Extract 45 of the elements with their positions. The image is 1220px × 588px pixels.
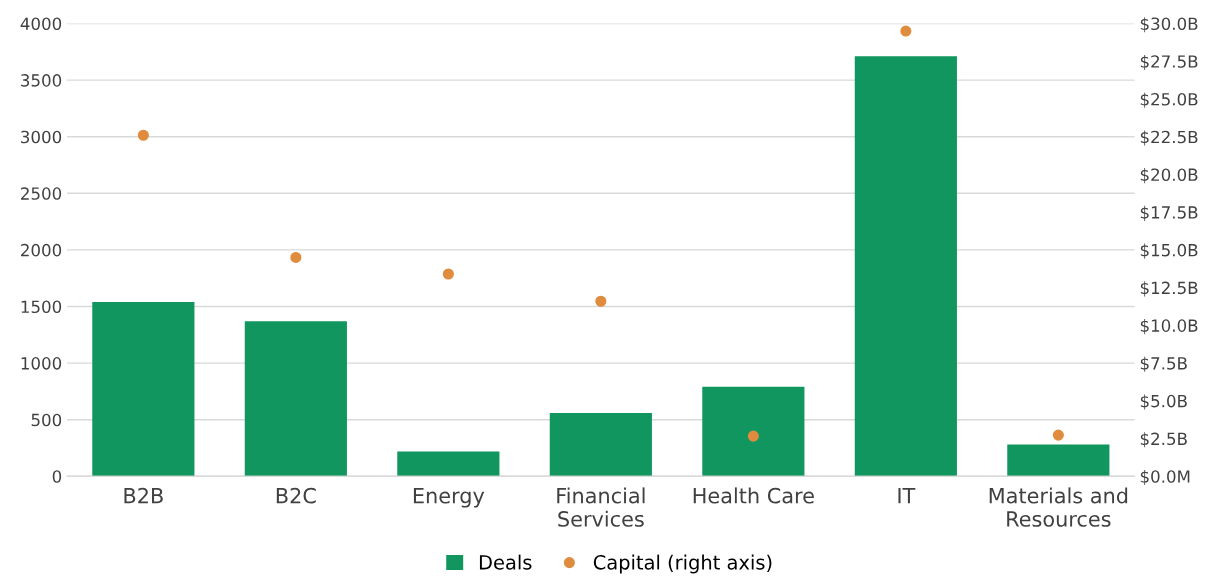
y2-tick-label: $0.0M bbox=[1140, 469, 1190, 486]
y2-tick-label: $17.5B bbox=[1140, 205, 1198, 221]
y-tick-label: 3500 bbox=[21, 74, 62, 87]
bar bbox=[244, 321, 347, 477]
x-tick-label: Energy bbox=[413, 488, 485, 508]
legend-label: Deals bbox=[479, 554, 532, 570]
x-tick-label: Materials and Resources bbox=[989, 487, 1128, 527]
y2-tick-label: $12.5B bbox=[1140, 281, 1198, 297]
x-tick-label: Financial Services bbox=[557, 487, 645, 527]
point bbox=[290, 251, 302, 264]
y-tick-label: 500 bbox=[31, 413, 62, 427]
bar bbox=[397, 451, 500, 477]
bar bbox=[854, 56, 957, 477]
y2-tick-label: $27.5B bbox=[1140, 54, 1198, 71]
y2-tick-label: $10.0B bbox=[1140, 319, 1198, 335]
y2-tick-label: $7.5B bbox=[1140, 356, 1187, 372]
point bbox=[595, 295, 607, 307]
x-tick-label: Health Care bbox=[693, 487, 814, 504]
point bbox=[1052, 429, 1064, 441]
y-tick-label: 4000 bbox=[20, 17, 62, 31]
bar bbox=[549, 412, 652, 477]
x-tick-label: B2C bbox=[276, 487, 316, 504]
point bbox=[747, 430, 759, 442]
y2-tick-label: $15.0B bbox=[1140, 243, 1198, 259]
y2-tick-label: $5.0B bbox=[1140, 394, 1187, 410]
y-tick-label: 2000 bbox=[21, 243, 62, 257]
y-tick-label: 1000 bbox=[21, 357, 62, 370]
x-tick-label: B2B bbox=[124, 487, 163, 504]
bar bbox=[1007, 444, 1110, 477]
point bbox=[442, 268, 454, 280]
point bbox=[137, 129, 149, 141]
bar bbox=[92, 301, 195, 477]
y-tick-label: 1500 bbox=[21, 300, 62, 314]
y-tick-label: 3000 bbox=[21, 130, 62, 144]
y-tick-label: 0 bbox=[52, 470, 62, 483]
y-tick-label: 2500 bbox=[21, 187, 62, 200]
y2-tick-label: $22.5B bbox=[1140, 130, 1198, 146]
y2-tick-label: $30.0B bbox=[1140, 17, 1198, 33]
y2-tick-label: $2.5B bbox=[1140, 432, 1187, 448]
bar bbox=[702, 386, 805, 477]
legend-label: Capital (right axis) bbox=[593, 554, 772, 574]
x-tick-label: IT bbox=[898, 488, 916, 504]
y2-tick-label: $20.0B bbox=[1140, 168, 1198, 184]
y2-tick-label: $25.0B bbox=[1140, 92, 1198, 108]
point bbox=[900, 25, 912, 37]
